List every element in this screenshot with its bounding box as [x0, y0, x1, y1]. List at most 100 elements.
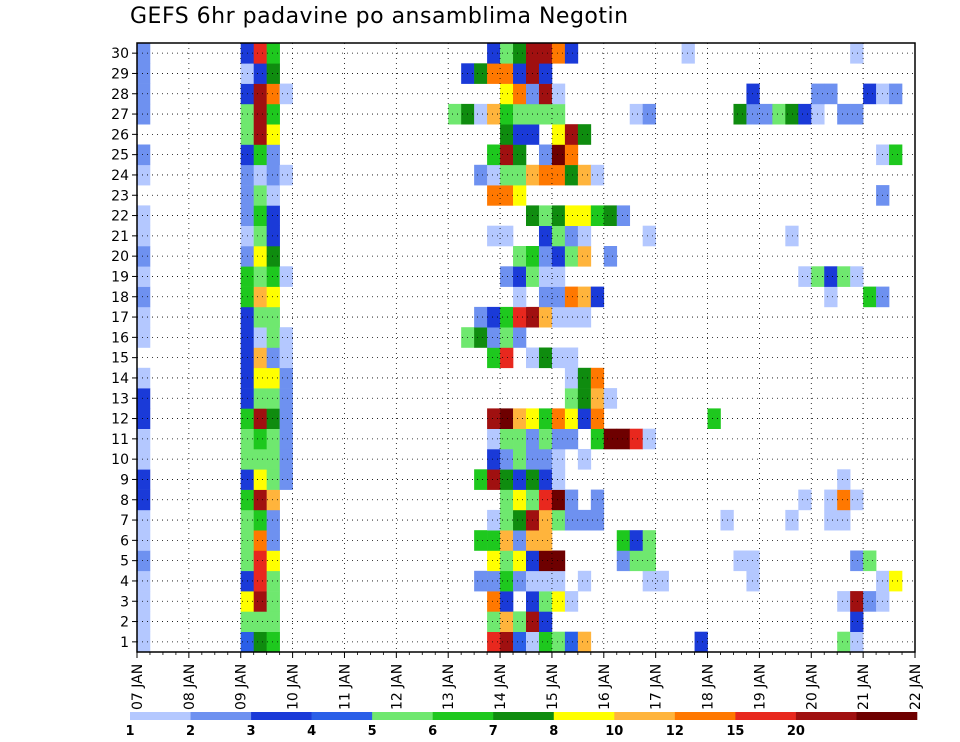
heatmap-cell: [266, 83, 280, 105]
y-tick-label: 2: [120, 615, 129, 631]
heatmap-cell: [538, 591, 553, 612]
heatmap-cell: [266, 306, 280, 328]
heatmap-cell: [279, 266, 293, 287]
heatmap-cell: [551, 103, 566, 125]
heatmap-cell: [253, 347, 267, 369]
y-tick-label: 10: [111, 452, 129, 468]
heatmap-cell: [564, 164, 579, 186]
heatmap-cell: [798, 103, 812, 125]
heatmap-cell: [279, 164, 293, 186]
heatmap-cell: [266, 428, 280, 450]
heatmap-cell: [551, 205, 566, 226]
heatmap-cell: [551, 144, 566, 166]
heatmap-cell: [500, 124, 514, 145]
heatmap-cell: [487, 306, 501, 328]
heatmap-cell: [253, 103, 267, 125]
y-tick-label: 15: [111, 351, 129, 367]
heatmap-cell: [837, 103, 851, 125]
heatmap-cell: [253, 388, 267, 409]
heatmap-cell: [837, 266, 851, 287]
heatmap-cell: [137, 63, 151, 84]
heatmap-cell: [863, 550, 877, 572]
heatmap-cell: [538, 164, 553, 186]
heatmap-cell: [137, 164, 151, 186]
y-tick-label: 26: [111, 127, 129, 143]
heatmap-cell: [253, 449, 267, 470]
heatmap-cell: [253, 144, 267, 166]
heatmap-cell: [487, 347, 501, 369]
x-tick-label: 12 JAN: [389, 664, 405, 710]
heatmap-cell: [487, 327, 501, 348]
heatmap-cell: [798, 266, 812, 287]
y-tick-label: 5: [120, 554, 129, 570]
legend-swatch: [553, 712, 615, 720]
legend-swatch: [372, 712, 433, 720]
y-tick-label: 27: [111, 107, 129, 123]
heatmap-cell: [551, 43, 566, 64]
heatmap-cell: [500, 144, 514, 166]
heatmap-cell: [642, 530, 656, 551]
heatmap-cell: [137, 266, 151, 287]
heatmap-cell: [603, 205, 618, 226]
heatmap-cell: [266, 530, 280, 551]
heatmap-cell: [266, 246, 280, 267]
heatmap-cell: [577, 367, 592, 389]
heatmap-cell: [266, 449, 280, 470]
heatmap-cell: [824, 489, 838, 511]
heatmap-cell: [253, 63, 267, 84]
legend-label: 20: [787, 724, 805, 739]
heatmap-cell: [500, 225, 514, 247]
heatmap-cell: [266, 205, 280, 226]
heatmap-cell: [513, 449, 527, 470]
heatmap-cell: [577, 286, 592, 308]
heatmap-cell: [538, 306, 553, 328]
heatmap-cell: [538, 611, 553, 632]
heatmap-cell: [564, 347, 579, 369]
y-tick-label: 3: [120, 594, 129, 610]
heatmap-cell: [850, 266, 864, 287]
heatmap-cell: [538, 570, 553, 592]
y-tick-label: 9: [120, 472, 129, 488]
heatmap-cell: [474, 63, 488, 84]
y-tick-label: 29: [111, 66, 129, 82]
heatmap-cell: [538, 530, 553, 551]
y-tick-label: 22: [111, 209, 129, 225]
heatmap-cell: [538, 225, 553, 247]
heatmap-cell: [681, 43, 695, 64]
heatmap-cell: [253, 611, 267, 632]
heatmap-cell: [500, 611, 514, 632]
heatmap-cell: [629, 550, 643, 572]
heatmap-cell: [513, 550, 527, 572]
heatmap-cell: [850, 611, 864, 632]
heatmap-cell: [538, 428, 553, 450]
heatmap-cell: [863, 286, 877, 308]
heatmap-cell: [538, 631, 553, 653]
heatmap-cell: [266, 164, 280, 186]
heatmap-cell: [253, 591, 267, 612]
heatmap-cell: [746, 570, 760, 592]
heatmap-cell: [642, 225, 656, 247]
heatmap-cell: [551, 124, 566, 145]
heatmap-cell: [577, 164, 592, 186]
heatmap-cell: [253, 43, 267, 64]
heatmap-cell: [487, 164, 501, 186]
heatmap-cell: [577, 631, 592, 653]
heatmap-cell: [564, 286, 579, 308]
legend-swatch: [493, 712, 555, 720]
x-tick-label: 07 JAN: [130, 664, 146, 710]
heatmap-cell: [500, 550, 514, 572]
y-tick-label: 21: [111, 229, 129, 245]
heatmap-cell: [266, 103, 280, 125]
heatmap-cell: [538, 83, 553, 105]
heatmap-cell: [551, 347, 566, 369]
heatmap-cell: [487, 43, 501, 64]
heatmap-cell: [616, 550, 631, 572]
legend-label: 12: [666, 724, 684, 739]
heatmap-cell: [279, 327, 293, 348]
heatmap-cell: [746, 550, 760, 572]
heatmap-cell: [266, 124, 280, 145]
heatmap-cell: [137, 591, 151, 612]
y-tick-label: 8: [120, 493, 129, 509]
heatmap-cell: [577, 246, 592, 267]
